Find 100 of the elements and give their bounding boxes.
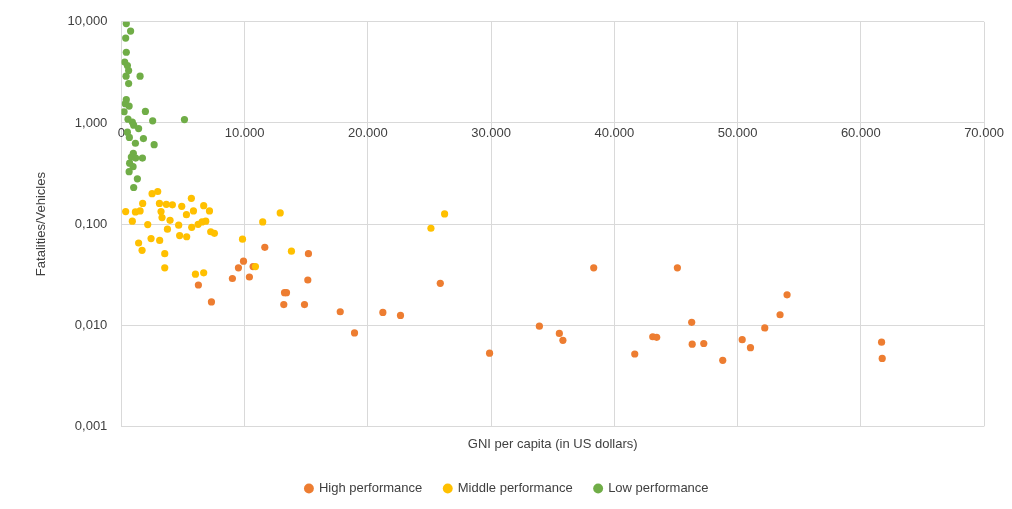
point xyxy=(138,154,147,162)
point xyxy=(125,168,133,176)
point xyxy=(300,301,309,309)
x-axis-title: GNI per capita (in US dollars) xyxy=(467,435,638,451)
x-tick-label: 10.000 xyxy=(224,125,265,141)
point xyxy=(161,250,169,258)
point xyxy=(673,264,681,272)
point xyxy=(136,207,144,215)
point xyxy=(129,163,137,171)
point xyxy=(287,247,296,255)
point xyxy=(559,336,567,344)
y-tick-label: 0,001 xyxy=(74,417,108,433)
point xyxy=(147,234,155,243)
point xyxy=(144,220,152,229)
point xyxy=(631,350,639,358)
x-tick-label: 50.000 xyxy=(717,125,758,141)
point xyxy=(149,117,157,125)
point xyxy=(125,102,133,110)
point xyxy=(719,356,727,364)
y-tick-label: 10,000 xyxy=(67,13,108,29)
point xyxy=(304,276,312,284)
point xyxy=(427,224,435,232)
point xyxy=(183,233,191,241)
point xyxy=(122,34,130,42)
point xyxy=(261,243,269,251)
point xyxy=(155,199,164,208)
point xyxy=(590,264,598,272)
point xyxy=(200,269,208,277)
point xyxy=(535,322,543,330)
point xyxy=(162,200,170,208)
point xyxy=(135,124,143,133)
point xyxy=(259,218,267,226)
point xyxy=(207,298,216,306)
point xyxy=(234,264,243,272)
point xyxy=(194,281,202,289)
point xyxy=(436,279,444,287)
point xyxy=(304,250,313,258)
y-axis-title: Fatalities/Vehicles xyxy=(33,171,49,277)
point xyxy=(187,194,195,202)
point xyxy=(138,246,146,254)
point xyxy=(238,235,247,243)
point xyxy=(139,199,147,208)
point xyxy=(150,141,158,149)
point xyxy=(653,333,661,341)
point xyxy=(202,217,210,225)
point xyxy=(163,225,172,233)
point xyxy=(877,338,886,346)
point xyxy=(878,354,886,363)
point xyxy=(127,27,135,35)
point xyxy=(700,339,708,348)
point xyxy=(189,207,198,215)
point xyxy=(761,324,769,332)
point xyxy=(350,329,359,337)
point xyxy=(139,135,148,143)
point xyxy=(176,231,184,240)
point xyxy=(156,236,164,244)
point xyxy=(776,311,784,319)
point xyxy=(157,207,165,216)
legend-label: High performance xyxy=(318,480,423,496)
point xyxy=(128,217,136,225)
point xyxy=(161,264,169,272)
point xyxy=(245,273,253,281)
point xyxy=(485,349,494,357)
point xyxy=(746,344,755,352)
point xyxy=(132,154,140,162)
point xyxy=(396,311,405,320)
x-tick-label: 60.000 xyxy=(840,125,881,141)
x-tick-label: 0 xyxy=(117,125,125,141)
point xyxy=(122,207,130,216)
point xyxy=(168,201,176,209)
point xyxy=(180,115,189,124)
y-tick-label: 0,010 xyxy=(74,316,108,332)
point xyxy=(121,108,128,116)
point xyxy=(688,318,696,326)
point xyxy=(136,72,144,80)
y-tick-label: 0,100 xyxy=(74,215,108,231)
point xyxy=(135,239,143,247)
point xyxy=(738,336,746,344)
x-tick-label: 70.000 xyxy=(964,125,1004,141)
point xyxy=(125,66,133,75)
point xyxy=(148,190,156,198)
legend-label: Middle performance xyxy=(457,480,573,496)
point xyxy=(441,210,449,218)
point xyxy=(178,202,186,210)
point xyxy=(336,308,344,316)
point xyxy=(133,175,141,183)
x-tick-label: 40.000 xyxy=(594,125,635,141)
point xyxy=(130,183,138,192)
point xyxy=(200,202,208,210)
point xyxy=(555,329,563,338)
legend-label: Low performance xyxy=(608,480,709,496)
point xyxy=(191,270,200,278)
point xyxy=(188,223,196,231)
point xyxy=(182,211,191,219)
point xyxy=(131,139,140,147)
y-tick-label: 1,000 xyxy=(74,114,108,130)
point xyxy=(154,187,162,196)
point xyxy=(175,221,183,229)
point xyxy=(276,209,284,217)
x-tick-label: 20.000 xyxy=(347,125,388,141)
